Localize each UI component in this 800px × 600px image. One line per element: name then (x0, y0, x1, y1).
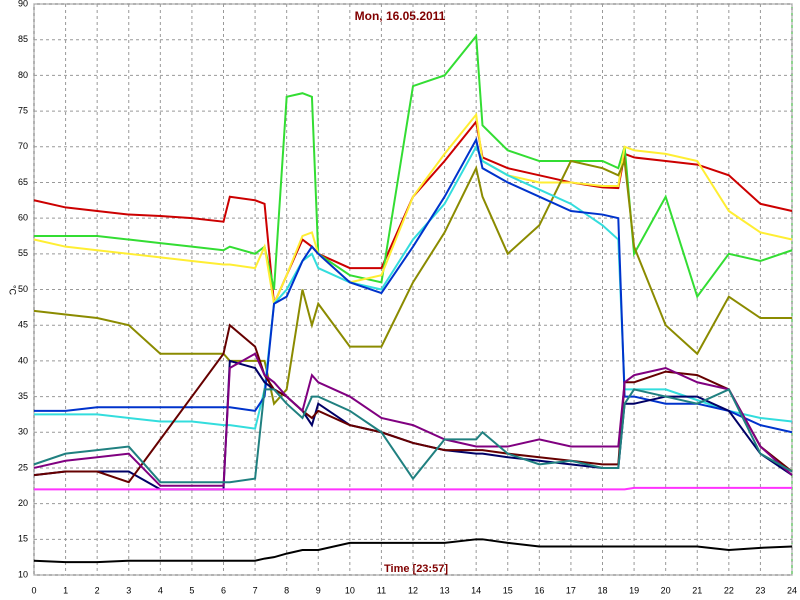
y-tick-label: 75 (18, 105, 28, 115)
y-tick-label: 55 (18, 248, 28, 258)
series-line (33, 157, 792, 406)
series-line (34, 486, 792, 491)
y-tick-label: 25 (18, 462, 28, 472)
y-tick-label: 80 (18, 70, 28, 80)
y-tick-label: 30 (18, 427, 28, 437)
x-tick-label: 16 (534, 585, 544, 595)
x-tick-label: 15 (503, 585, 513, 595)
y-tick-label: 90 (18, 0, 28, 8)
series-line (33, 119, 793, 308)
x-tick-label: 24 (787, 585, 797, 595)
x-tick-label: 8 (284, 585, 289, 595)
y-tick-label: 15 (18, 534, 28, 544)
y-tick-label: 65 (18, 177, 28, 187)
series-line (33, 112, 793, 308)
series-line (34, 144, 793, 430)
x-tick-label: 21 (692, 585, 702, 595)
x-tick-label: 11 (377, 585, 386, 595)
x-tick-label: 7 (253, 585, 258, 595)
chart-title: Mon, 16.05.2011 (355, 9, 446, 23)
x-tick-label: 1 (63, 585, 68, 595)
y-tick-label: 10 (18, 569, 28, 579)
lines (33, 33, 793, 564)
y-tick-label: 45 (18, 320, 28, 330)
x-tick-label: 23 (755, 585, 765, 595)
x-tick-label: 17 (566, 585, 576, 595)
x-tick-label: 3 (126, 585, 131, 595)
series-line (33, 352, 793, 487)
series-line (34, 136, 793, 434)
x-tick-label: 0 (31, 585, 36, 595)
grid (33, 3, 793, 576)
x-tick-label: 13 (440, 585, 450, 595)
x-tick-label: 9 (316, 585, 321, 595)
y-tick-label: 40 (18, 355, 28, 365)
x-tick-label: 18 (597, 585, 607, 595)
x-tick-label: 10 (345, 585, 355, 595)
x-axis-label: Time [23:57] (384, 563, 448, 575)
series-line (33, 538, 793, 564)
x-tick-label: 20 (661, 585, 671, 595)
series-line (33, 388, 793, 484)
x-tick-label: 5 (189, 585, 194, 595)
x-tick-label: 14 (471, 585, 481, 595)
y-tick-label: 70 (18, 141, 28, 151)
x-tick-label: 12 (408, 585, 418, 595)
x-tick-label: 4 (158, 585, 163, 595)
y-tick-label: 60 (18, 213, 28, 223)
y-axis-label: °C (8, 285, 18, 296)
y-tick-label: 35 (18, 391, 28, 401)
y-tick-label: 20 (18, 498, 28, 508)
y-tick-label: 85 (18, 34, 28, 44)
x-tick-label: 6 (221, 585, 226, 595)
x-tick-label: 19 (629, 585, 639, 595)
x-tick-label: 2 (95, 585, 100, 595)
y-tick-label: 50 (18, 284, 28, 294)
x-tick-label: 22 (724, 585, 734, 595)
